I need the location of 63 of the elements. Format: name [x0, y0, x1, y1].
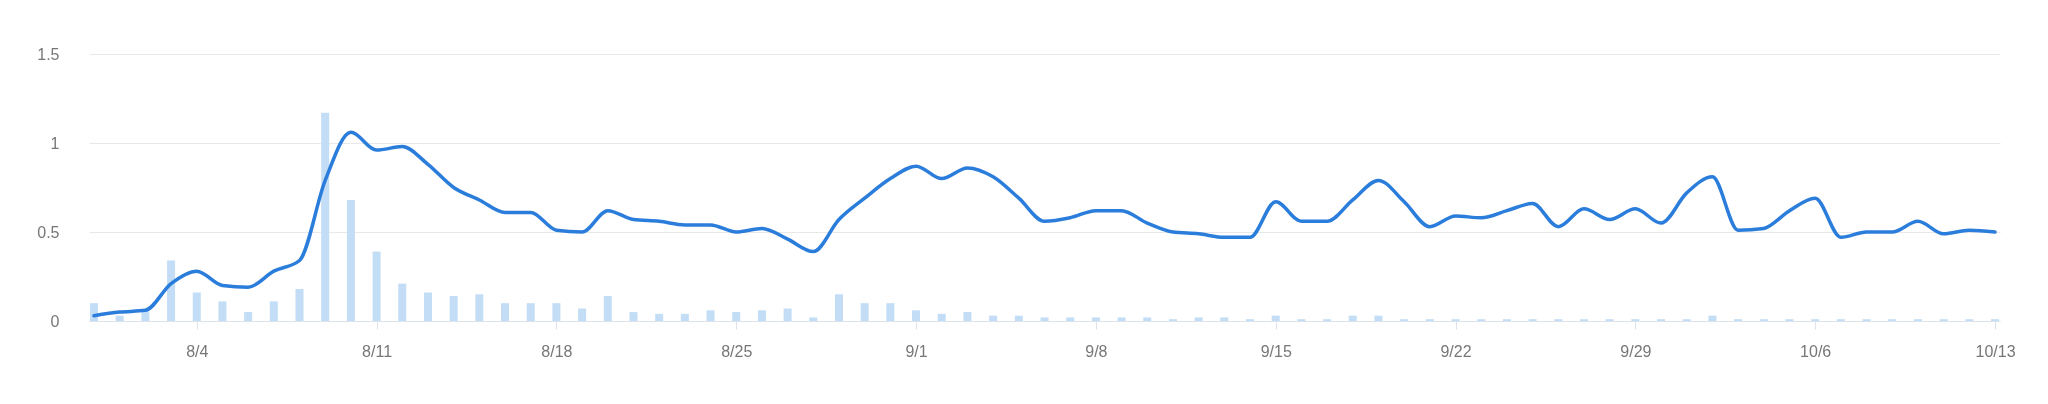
- x-tick-label: 9/8: [1085, 342, 1108, 360]
- bar: [1220, 317, 1229, 321]
- x-tick-label: 8/11: [362, 342, 393, 360]
- bar: [963, 312, 972, 321]
- bar: [1066, 317, 1075, 321]
- bar: [1348, 315, 1357, 321]
- bar: [1014, 315, 1023, 321]
- bar: [783, 308, 792, 321]
- line-series: [92, 130, 1997, 318]
- bar: [989, 315, 998, 321]
- x-tick-label: 8/25: [721, 342, 753, 360]
- bar: [449, 296, 458, 321]
- y-tick-label: 0.5: [37, 223, 60, 241]
- bar: [1374, 315, 1383, 321]
- bar: [244, 312, 253, 321]
- bar: [732, 312, 741, 321]
- bar: [1194, 317, 1203, 321]
- bar: [1117, 317, 1126, 321]
- x-tick-label: 9/22: [1440, 342, 1472, 360]
- bar: [372, 251, 381, 321]
- y-tick-label: 1: [50, 134, 60, 152]
- x-tick-label: 9/29: [1620, 342, 1652, 360]
- bar: [475, 294, 484, 321]
- bar: [218, 301, 227, 321]
- bar: [1708, 315, 1717, 321]
- x-tick-label: 9/1: [905, 342, 928, 360]
- bar: [526, 303, 535, 321]
- bar: [501, 303, 510, 321]
- bar: [809, 317, 818, 321]
- bar: [1271, 315, 1280, 321]
- bar: [398, 283, 407, 321]
- bar: [937, 313, 946, 321]
- bar: [167, 260, 176, 321]
- bar: [192, 292, 201, 321]
- x-tick-label: 10/6: [1800, 342, 1832, 360]
- bar: [629, 312, 638, 321]
- bar: [1091, 317, 1100, 321]
- bar: [423, 292, 432, 321]
- bar: [886, 303, 895, 321]
- bar: [141, 312, 150, 321]
- bar: [115, 315, 124, 321]
- y-tick-label: 0: [50, 312, 60, 330]
- bar: [603, 296, 612, 321]
- bar: [1143, 317, 1152, 321]
- bar: [578, 308, 587, 321]
- bar: [1040, 317, 1049, 321]
- bar: [346, 199, 355, 321]
- bar: [860, 303, 869, 321]
- bar: [269, 301, 278, 321]
- x-tick-label: 10/13: [1975, 342, 2016, 360]
- x-tick-label: 8/4: [186, 342, 209, 360]
- bar: [680, 313, 689, 321]
- x-tick-label: 8/18: [541, 342, 573, 360]
- y-tick-label: 1.5: [37, 45, 60, 63]
- bar: [295, 288, 304, 321]
- bar: [321, 112, 330, 321]
- bar: [552, 303, 561, 321]
- bar: [834, 294, 843, 321]
- bar: [912, 310, 921, 321]
- bar: [757, 310, 766, 321]
- bar: [706, 310, 715, 321]
- x-tick-label: 9/15: [1260, 342, 1292, 360]
- bar: [655, 313, 664, 321]
